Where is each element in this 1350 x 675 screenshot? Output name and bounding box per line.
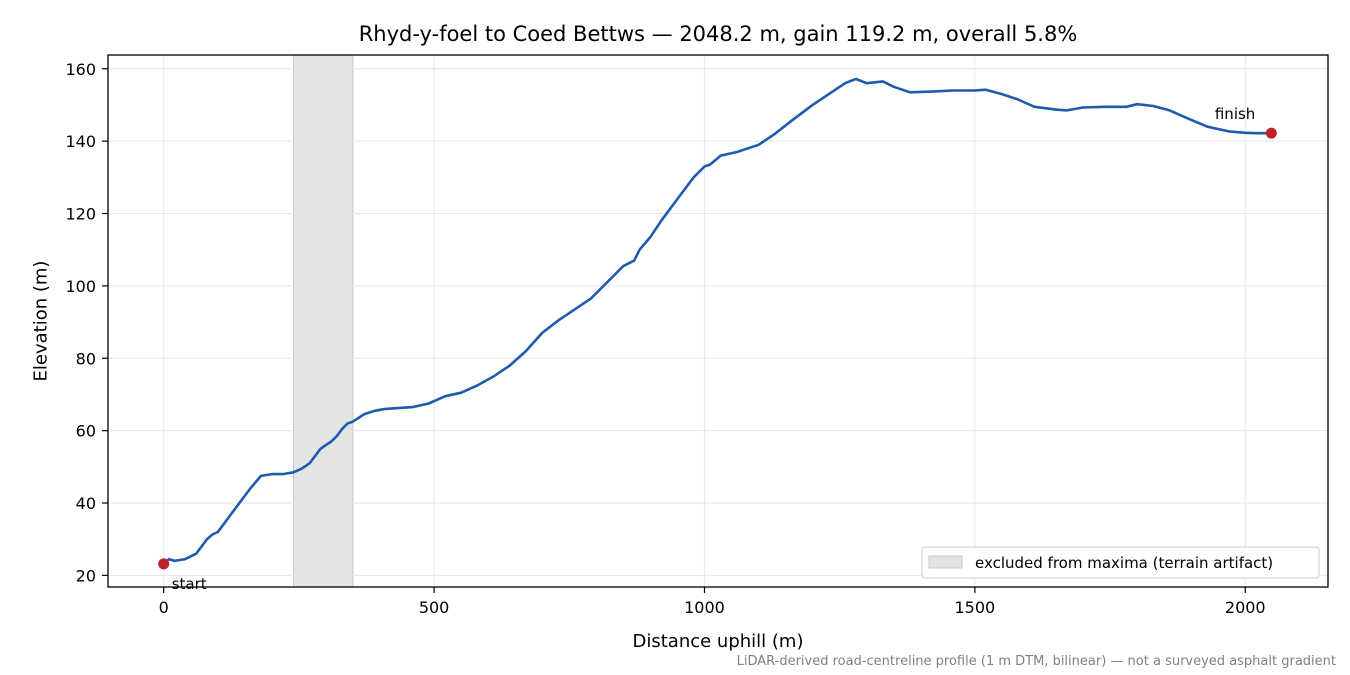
y-axis-label: Elevation (m) xyxy=(30,261,51,382)
legend: excluded from maxima (terrain artifact) xyxy=(921,546,1320,579)
excluded-region-band xyxy=(292,54,354,588)
y-tick-label: 120 xyxy=(65,205,96,224)
x-axis-label: Distance uphill (m) xyxy=(633,631,804,652)
y-tick-label: 100 xyxy=(65,277,96,296)
x-tick-label: 0 xyxy=(159,598,169,617)
y-tick-label: 60 xyxy=(76,422,96,441)
footnote: LiDAR-derived road-centreline profile (1… xyxy=(737,654,1336,669)
y-tick-label: 140 xyxy=(65,132,96,151)
x-tick-label: 2000 xyxy=(1225,598,1266,617)
y-tick-label: 20 xyxy=(76,566,96,585)
elevation-line xyxy=(162,77,1273,566)
start-label: start xyxy=(172,575,207,593)
finish-marker xyxy=(1265,127,1277,139)
legend-box xyxy=(921,546,1320,579)
y-tick-label: 80 xyxy=(76,349,96,368)
y-tick-label: 40 xyxy=(76,494,96,513)
finish-label: finish xyxy=(1215,105,1255,123)
y-tick-label: 160 xyxy=(65,60,96,79)
x-tick-label: 500 xyxy=(419,598,450,617)
x-tick-label: 1500 xyxy=(955,598,996,617)
plot-frame xyxy=(107,54,1329,588)
legend-swatch-excluded xyxy=(928,555,963,569)
start-marker xyxy=(158,558,170,570)
x-tick-label: 1000 xyxy=(684,598,725,617)
legend-label-excluded: excluded from maxima (terrain artifact) xyxy=(975,554,1273,572)
chart-title: Rhyd-y-foel to Coed Bettws — 2048.2 m, g… xyxy=(359,22,1078,46)
